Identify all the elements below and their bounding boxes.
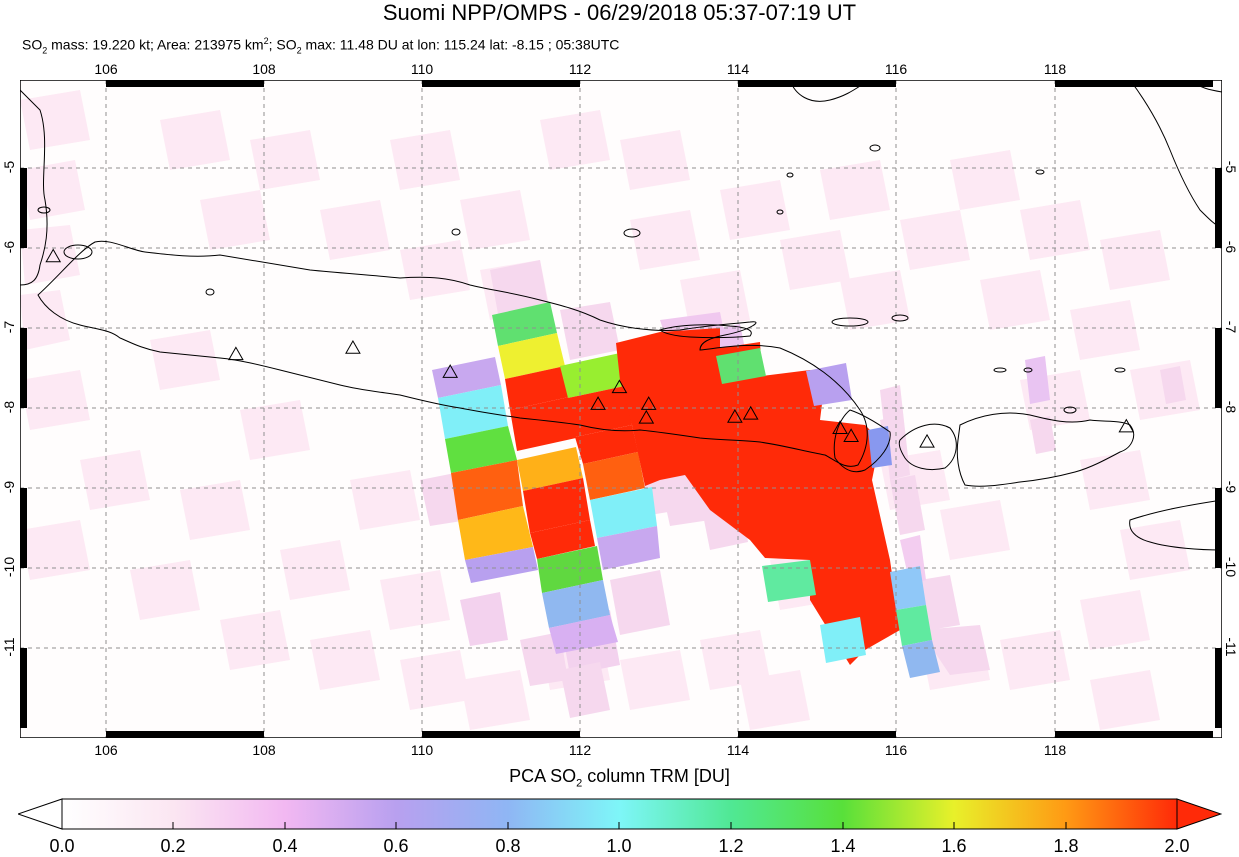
triangle-icon (442, 364, 459, 378)
triangle-icon (843, 428, 859, 443)
lon-tick-label-bottom: 116 (884, 742, 908, 758)
lat-tick-label-left: -6 (1, 240, 17, 254)
colorbar (18, 798, 1222, 830)
so2-map[interactable] (20, 80, 1222, 738)
colorbar-tick-label: 0.8 (495, 836, 521, 856)
triangle-icon (611, 379, 628, 394)
lon-tick-label-bottom: 110 (410, 742, 434, 758)
lat-tick-label-left: -9 (1, 480, 17, 494)
triangle-icon (1118, 418, 1135, 433)
colorbar-tick-label: 1.6 (941, 836, 967, 856)
lon-tick-label-bottom: 114 (726, 742, 750, 758)
colorbar-tick-marks (172, 822, 1067, 829)
triangle-icon (727, 409, 743, 423)
lat-tick-label-right: -10 (1223, 556, 1239, 578)
lon-tick-label-top: 110 (410, 61, 434, 77)
lon-tick-label-bottom: 106 (94, 742, 118, 758)
lon-tick-label-top: 112 (568, 61, 592, 77)
colorbar-tick-label: 2.0 (1164, 836, 1190, 856)
colorbar-tick-label: 0.2 (160, 836, 186, 856)
triangle-icon (919, 433, 935, 448)
triangle-icon (638, 409, 655, 424)
lat-tick-label-right: -6 (1223, 240, 1239, 254)
triangle-icon (590, 396, 606, 410)
colorbar-max-arrow (1176, 798, 1222, 830)
colorbar-title: PCA SO2 column TRM [DU] (509, 766, 730, 790)
lon-tick-label-top: 108 (252, 61, 276, 77)
lon-tick-label-bottom: 118 (1043, 742, 1067, 758)
colorbar-tick-label: 1.4 (830, 836, 856, 856)
so2-plume (432, 302, 940, 678)
volcano-markers (45, 248, 1135, 448)
colorbar-tick-label: 0.4 (272, 836, 298, 856)
lat-tick-label-right: -8 (1223, 400, 1239, 414)
lat-tick-label-right: -5 (1223, 160, 1239, 174)
lat-tick-label-left: -7 (1, 320, 17, 334)
map-title: Suomi NPP/OMPS - 06/29/2018 05:37-07:19 … (382, 0, 857, 25)
coastlines (20, 80, 1222, 551)
lon-tick-label-top: 106 (94, 61, 118, 77)
colorbar-min-arrow (18, 798, 63, 830)
lon-tick-label-top: 114 (726, 61, 750, 77)
grid-lines (20, 80, 1222, 738)
frame-tick-bars (20, 80, 1222, 738)
colorbar-tick-label: 1.8 (1053, 836, 1079, 856)
lat-tick-label-left: -10 (1, 556, 17, 578)
map-subtitle: SO2 mass: 19.220 kt; Area: 213975 km2; S… (22, 36, 620, 56)
lat-tick-label-left: -5 (1, 160, 17, 174)
lat-tick-label-left: -8 (1, 400, 17, 414)
lon-tick-label-bottom: 108 (252, 742, 276, 758)
colorbar-tick-label: 1.2 (718, 836, 744, 856)
triangle-icon (45, 248, 62, 263)
lat-tick-label-right: -11 (1223, 637, 1239, 657)
colorbar-tick-label: 1.0 (606, 836, 632, 856)
lat-tick-label-right: -7 (1223, 320, 1239, 334)
lon-tick-label-top: 118 (1043, 61, 1067, 77)
lat-tick-label-right: -9 (1223, 480, 1239, 494)
triangle-icon (640, 396, 657, 410)
so2-pixels-faint (20, 90, 1200, 730)
lon-tick-label-top: 116 (884, 61, 908, 77)
colorbar-tick-label: 0.0 (49, 836, 75, 856)
triangle-icon (832, 420, 848, 435)
colorbar-tick-label: 0.6 (383, 836, 409, 856)
lat-tick-label-left: -11 (1, 637, 17, 657)
triangle-icon (345, 340, 361, 354)
triangle-icon (742, 405, 759, 420)
lon-tick-label-bottom: 112 (568, 742, 592, 758)
triangle-icon (228, 346, 244, 361)
